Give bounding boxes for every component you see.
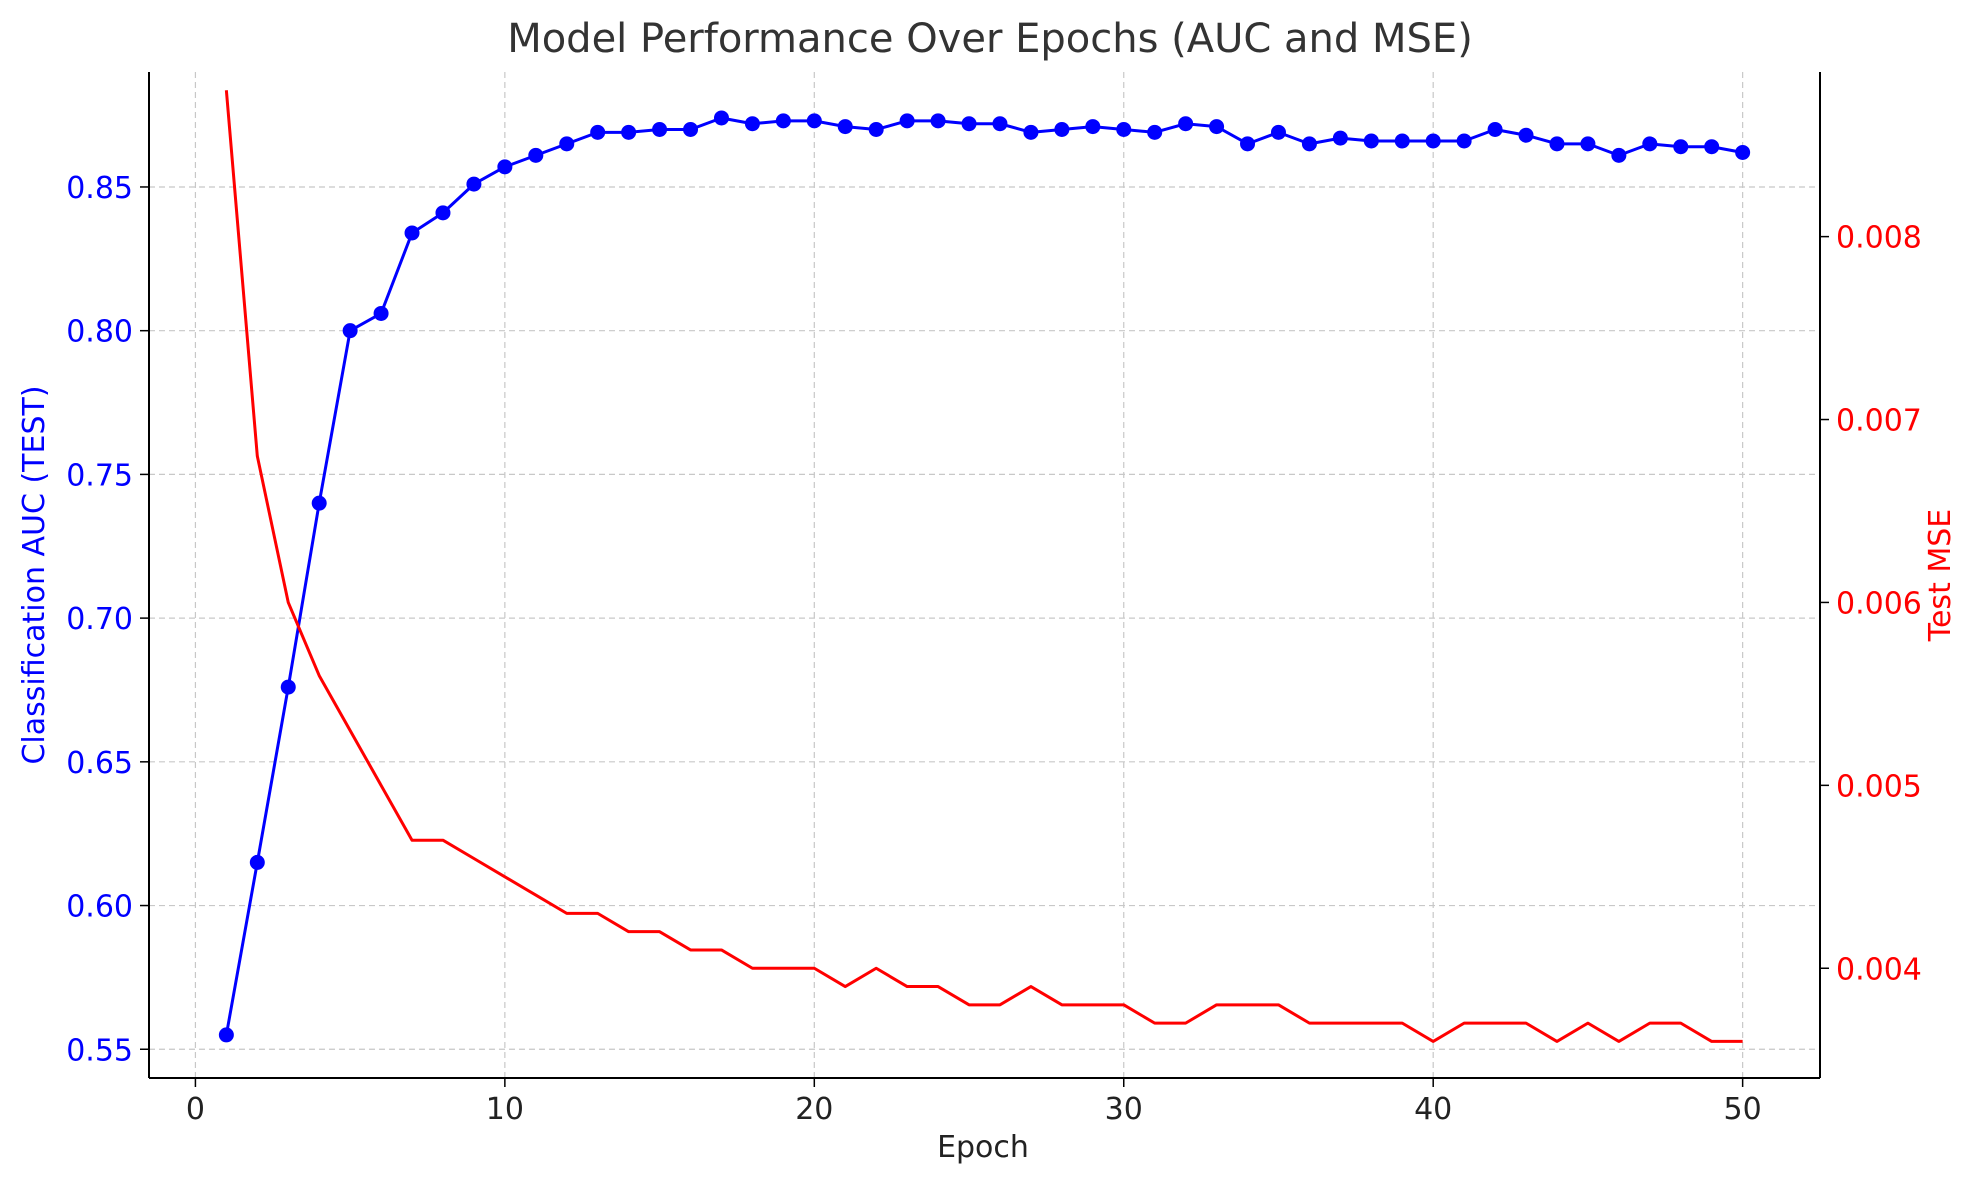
auc-data-point: [281, 680, 296, 695]
auc-data-point: [683, 122, 698, 137]
auc-data-point: [1147, 125, 1162, 140]
auc-data-point: [374, 306, 389, 321]
x-tick-label: 10: [486, 1092, 524, 1127]
auc-data-point: [1426, 133, 1441, 148]
auc-data-point: [900, 113, 915, 128]
auc-data-point: [992, 116, 1007, 131]
auc-data-point: [869, 122, 884, 137]
auc-data-point: [1240, 136, 1255, 151]
auc-data-point: [807, 113, 822, 128]
x-axis-label: Epoch: [937, 1130, 1029, 1165]
auc-data-point: [1395, 133, 1410, 148]
auc-data-point: [652, 122, 667, 137]
y-right-axis-label: Test MSE: [1923, 509, 1958, 643]
y-left-tick-label: 0.75: [66, 458, 133, 493]
y-left-tick-label: 0.85: [66, 171, 133, 206]
auc-data-point: [1302, 136, 1317, 151]
y-left-axis-label: Classification AUC (TEST): [17, 385, 52, 764]
y-right-tick-label: 0.007: [1836, 404, 1922, 439]
mse-series-line: [226, 90, 1742, 1041]
auc-data-point: [405, 225, 420, 240]
auc-data-point: [1549, 136, 1564, 151]
auc-data-point: [1704, 139, 1719, 154]
x-tick-label: 30: [1105, 1092, 1143, 1127]
auc-data-point: [1457, 133, 1472, 148]
auc-data-point: [1364, 133, 1379, 148]
auc-data-point: [1023, 125, 1038, 140]
y-left-tick-label: 0.65: [66, 746, 133, 781]
auc-data-point: [838, 119, 853, 134]
auc-data-point: [931, 113, 946, 128]
x-tick-label: 40: [1414, 1092, 1452, 1127]
auc-data-point: [714, 110, 729, 125]
chart-title: Model Performance Over Epochs (AUC and M…: [507, 16, 1473, 62]
x-tick-label: 0: [186, 1092, 205, 1127]
auc-data-point: [745, 116, 760, 131]
y-left-tick-label: 0.70: [66, 602, 133, 637]
auc-data-point: [1085, 119, 1100, 134]
auc-data-point: [219, 1027, 234, 1042]
auc-data-point: [1178, 116, 1193, 131]
auc-data-point: [1271, 125, 1286, 140]
auc-data-point: [1054, 122, 1069, 137]
auc-series-line: [226, 118, 1742, 1035]
y-left-tick-label: 0.60: [66, 890, 133, 925]
auc-data-point: [621, 125, 636, 140]
x-tick-label: 20: [795, 1092, 833, 1127]
y-left-tick-label: 0.80: [66, 315, 133, 350]
series-layer: [219, 90, 1750, 1042]
auc-data-point: [1735, 145, 1750, 160]
auc-data-point: [1611, 148, 1626, 163]
axes: [149, 72, 1820, 1078]
y-right-tick-label: 0.005: [1836, 769, 1922, 804]
y-right-tick-label: 0.006: [1836, 586, 1922, 621]
y-left-tick-label: 0.55: [66, 1033, 133, 1068]
auc-data-point: [497, 159, 512, 174]
auc-data-point: [466, 177, 481, 192]
y-right-tick-label: 0.004: [1836, 952, 1922, 987]
auc-data-point: [1333, 131, 1348, 146]
y-right-tick-label: 0.008: [1836, 221, 1922, 256]
auc-data-point: [1488, 122, 1503, 137]
grid-lines: [149, 72, 1820, 1078]
auc-data-point: [343, 323, 358, 338]
x-tick-label: 50: [1724, 1092, 1762, 1127]
ticks: 0 10 20 30 40 50 0.55 0.60 0.65 0.70 0.75 0.80 0.85 0…: [66, 171, 1922, 1127]
auc-data-point: [1116, 122, 1131, 137]
auc-data-point: [1519, 128, 1534, 143]
auc-data-point: [559, 136, 574, 151]
auc-data-point: [312, 496, 327, 511]
auc-data-point: [962, 116, 977, 131]
auc-data-point: [776, 113, 791, 128]
auc-data-point: [590, 125, 605, 140]
auc-data-point: [1642, 136, 1657, 151]
auc-data-point: [1209, 119, 1224, 134]
auc-data-point: [1580, 136, 1595, 151]
auc-data-point: [435, 205, 450, 220]
auc-data-point: [1673, 139, 1688, 154]
auc-data-point: [528, 148, 543, 163]
auc-data-point: [250, 855, 265, 870]
